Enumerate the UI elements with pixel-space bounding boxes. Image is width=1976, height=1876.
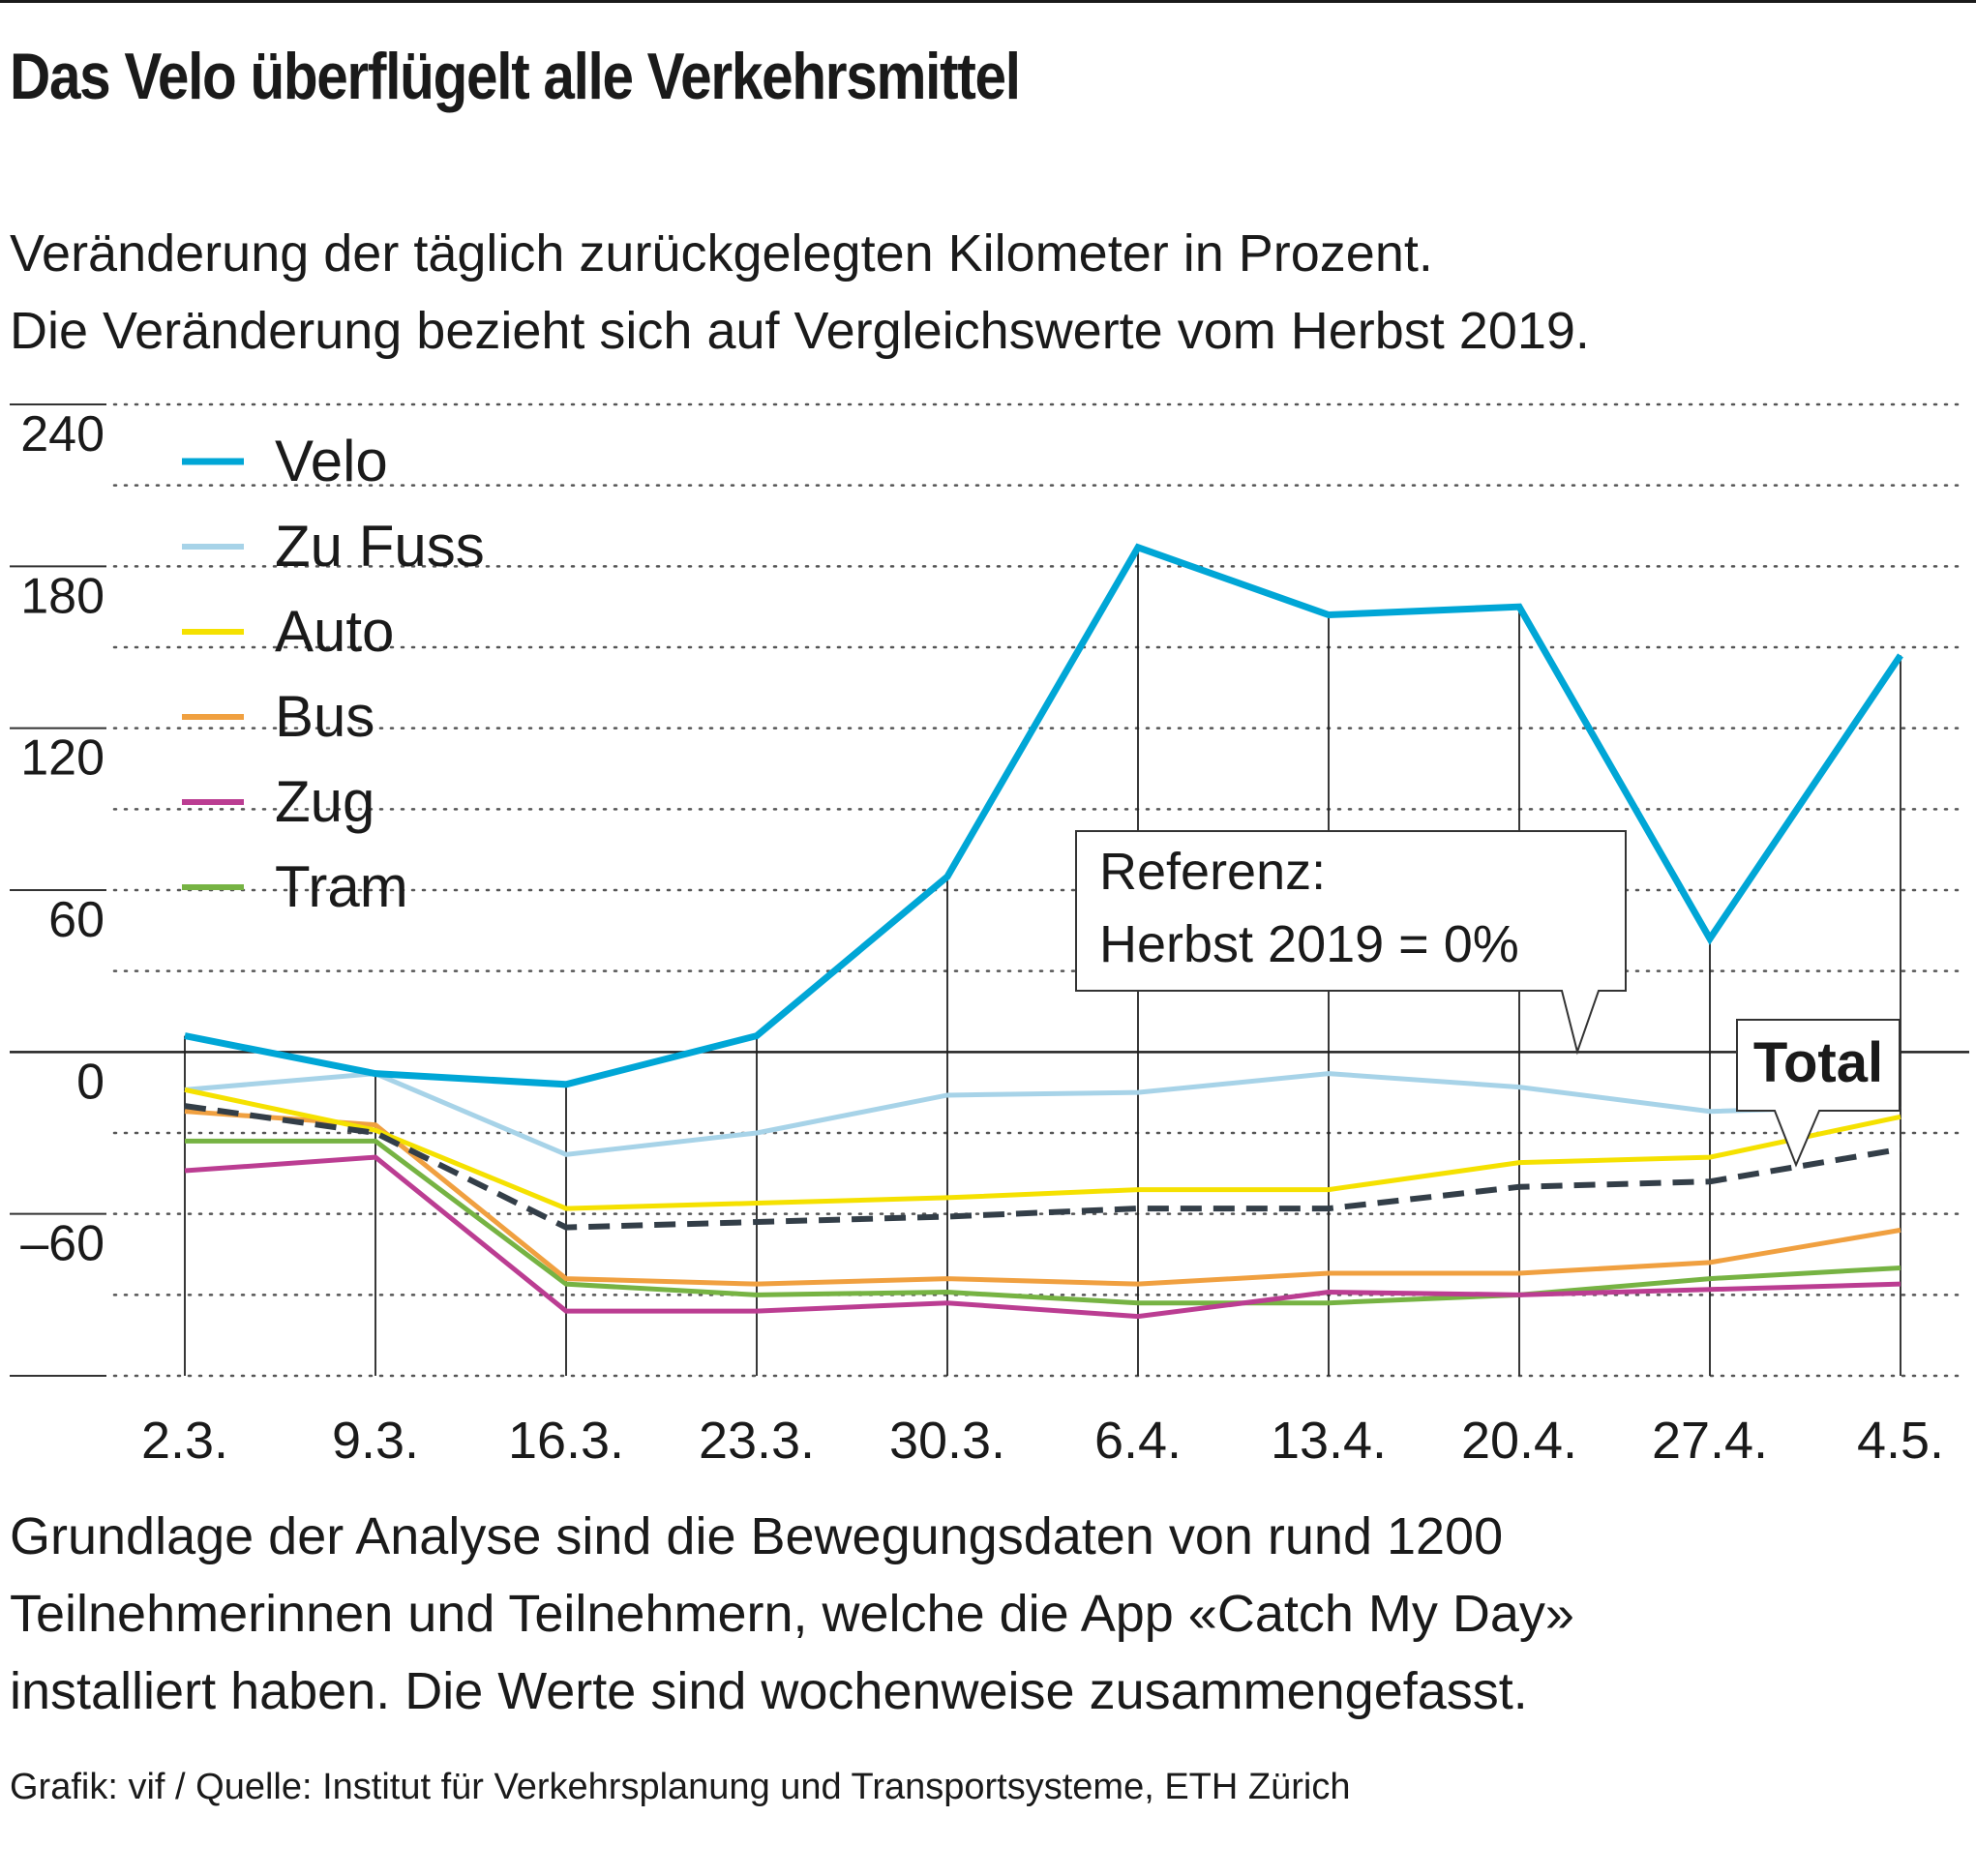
legend-label: Tram <box>275 854 408 919</box>
y-tick-label: 180 <box>20 568 105 624</box>
y-axis-labels: 240 180 120 60 0 –60 <box>20 406 105 1272</box>
reference-label-line-2: Herbst 2019 = 0% <box>1099 915 1519 973</box>
x-axis-labels: 2.3. 9.3. 16.3. 23.3. 30.3. 6.4. 13.4. 20.4. 27.… <box>141 1412 1944 1470</box>
y-tick-label: 120 <box>20 730 105 787</box>
total-label: Total <box>1753 1031 1883 1094</box>
line-chart: 240 180 120 60 0 –60 2.3. 9.3. 16.3. 23.3. 30.3. 6… <box>10 402 1969 1470</box>
footnote-line-3: installiert haben. Die Werte sind wochen… <box>10 1662 1528 1720</box>
x-tick-label: 30.3. <box>889 1412 1005 1470</box>
footnote-line-2: Teilnehmerinnen und Teilnehmern, welche … <box>10 1585 1574 1643</box>
x-tick-label: 2.3. <box>141 1412 228 1470</box>
series-layer <box>184 543 1903 1320</box>
grid-layer <box>10 402 1969 1378</box>
y-tick-label: –60 <box>20 1216 105 1272</box>
y-tick-label: 240 <box>20 406 105 462</box>
legend-label: Zu Fuss <box>275 514 485 579</box>
source-credit: Grafik: vif / Quelle: Institut für Verke… <box>10 1767 1351 1807</box>
legend-label: Velo <box>275 429 388 493</box>
series-line-zu-fuss <box>184 1071 1901 1157</box>
reference-callout-box <box>1075 830 1627 1056</box>
series-line-velo <box>184 543 1903 1088</box>
reference-label-line-1: Referenz: <box>1099 843 1326 901</box>
legend-label: Bus <box>275 684 374 749</box>
series-line-zug <box>184 1154 1901 1320</box>
subtitle-line-1: Veränderung der täglich zurückgelegten K… <box>10 224 1433 283</box>
chart-title: Das Velo überflügelt alle Verkehrsmittel <box>10 40 1021 113</box>
series-line-tram <box>185 1138 1901 1306</box>
footnote: Grundlage der Analyse sind die Bewegungs… <box>10 1498 1574 1730</box>
x-tick-label: 9.3. <box>332 1412 419 1470</box>
y-tick-label: 0 <box>76 1054 105 1110</box>
x-tick-label: 27.4. <box>1652 1412 1768 1470</box>
series-line-total <box>184 1103 1901 1231</box>
total-callout: Total <box>1736 1019 1901 1168</box>
series-line-bus <box>184 1109 1901 1287</box>
top-rule <box>0 0 1976 3</box>
x-tick-label: 4.5. <box>1857 1412 1944 1470</box>
series-line-auto <box>184 1087 1901 1211</box>
total-callout-box <box>1736 1019 1901 1168</box>
reference-callout: Referenz: Herbst 2019 = 0% <box>1075 830 1627 1056</box>
x-tick-label: 6.4. <box>1094 1412 1182 1470</box>
x-tick-label: 13.4. <box>1271 1412 1387 1470</box>
x-tick-label: 23.3. <box>699 1412 815 1470</box>
legend-label: Auto <box>275 599 394 664</box>
y-tick-label: 60 <box>48 892 105 948</box>
legend: Velo Zu Fuss Auto Bus Zug Tram <box>182 429 485 919</box>
x-tick-label: 20.4. <box>1461 1412 1577 1470</box>
subtitle-line-2: Die Veränderung bezieht sich auf Verglei… <box>10 302 1590 360</box>
legend-label: Zug <box>275 769 374 834</box>
x-tick-label: 16.3. <box>508 1412 624 1470</box>
footnote-line-1: Grundlage der Analyse sind die Bewegungs… <box>10 1507 1504 1565</box>
chart-subtitle: Veränderung der täglich zurückgelegten K… <box>10 215 1590 370</box>
